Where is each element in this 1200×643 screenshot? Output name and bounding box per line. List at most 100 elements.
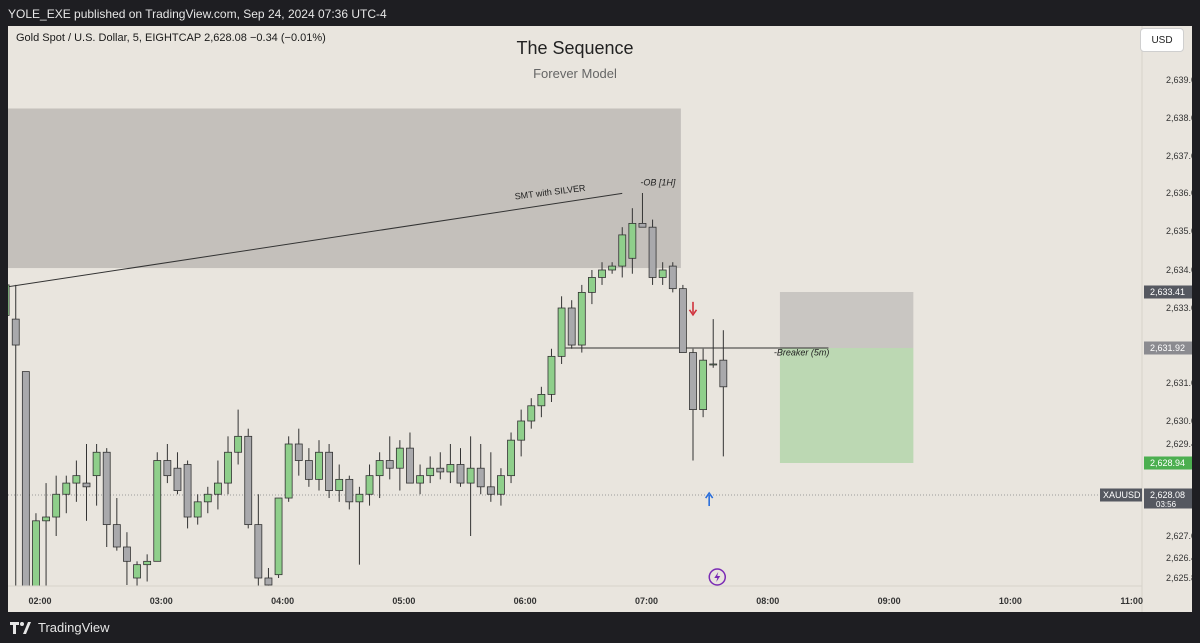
y-tick-label: 2,626.40 xyxy=(1166,553,1192,563)
candle xyxy=(436,452,445,480)
candle xyxy=(395,440,404,491)
candle xyxy=(628,208,637,274)
candle-body xyxy=(355,493,364,503)
candle xyxy=(466,436,475,536)
candle-body xyxy=(638,222,647,228)
candle xyxy=(102,448,111,547)
y-tick-label: 2,638.00 xyxy=(1166,113,1192,123)
candle-body xyxy=(456,464,465,484)
x-tick-label: 02:00 xyxy=(28,596,51,606)
x-tick-label: 09:00 xyxy=(878,596,901,606)
candle xyxy=(335,464,344,502)
candle xyxy=(598,262,606,285)
candle xyxy=(527,398,536,429)
y-tick-label: 2,634.00 xyxy=(1166,265,1192,275)
candle-body xyxy=(163,460,172,477)
candle-body xyxy=(375,460,384,477)
candle xyxy=(133,561,141,586)
currency-button[interactable]: USD xyxy=(1140,28,1184,52)
y-tick-label: 2,625.80 xyxy=(1166,573,1192,583)
candle xyxy=(234,409,243,465)
candle xyxy=(294,428,303,476)
candle xyxy=(486,452,495,502)
candle xyxy=(699,348,708,418)
candle-body xyxy=(62,482,71,495)
candle-body xyxy=(567,307,576,346)
candle-body xyxy=(254,524,263,579)
y-tick-label: 2,633.00 xyxy=(1166,303,1192,313)
x-tick-label: 08:00 xyxy=(756,596,779,606)
candle xyxy=(315,440,323,491)
candle-body xyxy=(648,226,657,278)
candle xyxy=(719,330,728,457)
candle xyxy=(264,568,273,586)
candle-body xyxy=(497,475,505,495)
candle-body xyxy=(112,524,121,548)
candle xyxy=(355,486,364,565)
candle xyxy=(658,262,667,285)
candle xyxy=(214,460,222,510)
candle xyxy=(385,436,394,480)
y-tick-label: 2,627.00 xyxy=(1166,531,1192,541)
candle xyxy=(557,296,566,364)
candle xyxy=(325,444,333,499)
lightning-icon xyxy=(708,568,727,586)
candle-body xyxy=(264,577,273,586)
candle xyxy=(608,262,617,274)
candle xyxy=(143,554,152,582)
lightning-bolt xyxy=(714,572,721,582)
instrument-header: Gold Spot / U.S. Dollar, 5, EIGHTCAP 2,6… xyxy=(16,32,326,44)
price-label: 2,631.92 xyxy=(1150,343,1185,353)
price-label: 2,628.94 xyxy=(1150,458,1185,468)
smt-line xyxy=(8,192,623,288)
candle-body xyxy=(719,359,728,388)
y-tick-label: 2,629.40 xyxy=(1166,439,1192,449)
candle-body xyxy=(446,464,455,473)
tradingview-icon xyxy=(10,621,31,634)
candle xyxy=(203,486,212,514)
y-tick-label: 2,639.00 xyxy=(1166,75,1192,85)
candle xyxy=(254,494,263,586)
candle xyxy=(365,464,374,506)
candle-body xyxy=(486,486,495,495)
candle-body xyxy=(183,464,192,518)
candle-body xyxy=(436,467,445,473)
symbol-tag-box xyxy=(1100,488,1142,502)
candle xyxy=(648,219,657,285)
candle-body xyxy=(133,564,141,579)
price-label: 2,628.08 xyxy=(1150,490,1185,500)
price-label-box xyxy=(1144,456,1192,470)
chart-panel[interactable]: SMT with SILVER -OB [1H] -Breaker (5m) 2,6… xyxy=(8,26,1192,612)
candle xyxy=(72,460,81,502)
candle-body xyxy=(608,265,617,271)
candle-body xyxy=(547,355,556,395)
candle-body xyxy=(315,451,323,480)
candle-body xyxy=(689,352,697,410)
candle-body xyxy=(32,520,40,587)
tradingview-logo[interactable]: TradingView xyxy=(10,620,110,635)
chart-subtitle: Forever Model xyxy=(533,66,617,81)
candle-body xyxy=(588,277,596,293)
candle-body xyxy=(214,482,222,495)
candle-body xyxy=(11,318,20,346)
price-label-box xyxy=(1144,488,1192,509)
candle-body xyxy=(577,291,586,346)
candle-body xyxy=(668,265,677,290)
x-tick-label: 10:00 xyxy=(999,596,1022,606)
candle xyxy=(153,452,162,562)
y-tick-label: 2,631.00 xyxy=(1166,378,1192,388)
countdown-label: 03:56 xyxy=(1156,500,1177,509)
down-arrow-head xyxy=(688,309,698,317)
overlay-layer xyxy=(688,301,727,586)
candle-body xyxy=(395,447,404,469)
candle xyxy=(183,460,192,529)
candle-body xyxy=(284,443,293,499)
candle xyxy=(678,284,687,353)
candle xyxy=(112,498,121,551)
candle-body xyxy=(52,493,61,518)
candle xyxy=(375,452,384,499)
candle xyxy=(11,284,20,586)
candle-body xyxy=(294,443,303,461)
candle xyxy=(547,348,556,402)
price-chart[interactable]: SMT with SILVER-OB [1H]-Breaker (5m) 2,6… xyxy=(8,26,1192,612)
